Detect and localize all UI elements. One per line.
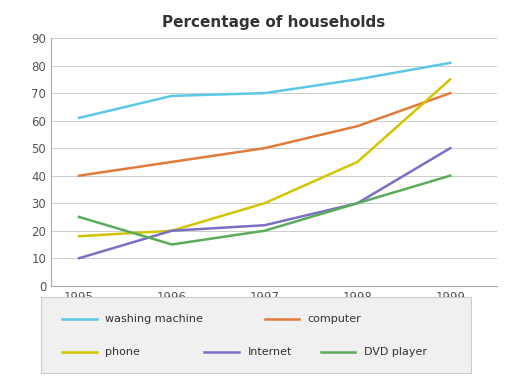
Title: Percentage of households: Percentage of households — [162, 15, 386, 30]
Text: computer: computer — [308, 314, 361, 323]
Text: phone: phone — [105, 347, 140, 357]
Text: DVD player: DVD player — [364, 347, 426, 357]
Text: Internet: Internet — [247, 347, 292, 357]
Text: washing machine: washing machine — [105, 314, 203, 323]
